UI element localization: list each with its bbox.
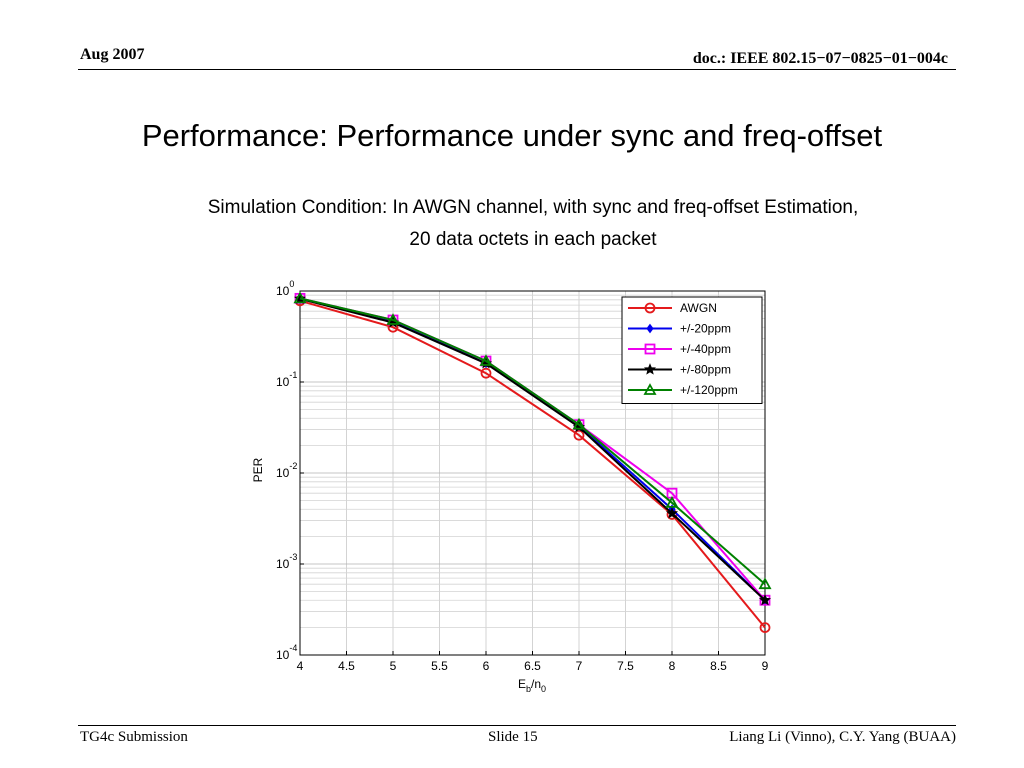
- y-tick-label: 100: [276, 279, 294, 298]
- data-point: [573, 429, 585, 441]
- legend-label: +/-120ppm: [680, 383, 738, 397]
- x-tick-label: 6.5: [524, 659, 541, 673]
- footer-divider: [78, 725, 956, 726]
- footer-authors: Liang Li (Vinno), C.Y. Yang (BUAA): [729, 729, 956, 745]
- slide-title: Performance: Performance under sync and …: [141, 118, 883, 153]
- x-tick-label: 8.5: [710, 659, 727, 673]
- series-4: [293, 291, 772, 590]
- legend-label: +/-20ppm: [680, 322, 731, 336]
- header-doc-id: doc.: IEEE 802.15−07−0825−01−004c: [692, 50, 948, 67]
- legend-item: +/-40ppm: [628, 342, 731, 356]
- legend-item: AWGN: [628, 301, 717, 315]
- series-line: [299, 297, 766, 601]
- legend-marker: [643, 363, 657, 375]
- legend-label: AWGN: [680, 301, 717, 315]
- legend-item: +/-120ppm: [628, 383, 738, 397]
- footer-submission: TG4c Submission: [80, 729, 188, 745]
- chart-legend: AWGN +/-20ppm +/-40ppm +/-80ppm +/-120ppm: [621, 296, 763, 404]
- data-point: [758, 593, 772, 606]
- y-tick-labels: 100 10-1 10-2 10-3 10-4: [276, 279, 304, 662]
- data-point: [665, 507, 679, 519]
- data-point: [758, 577, 772, 590]
- y-tick-label: 10-2: [276, 461, 297, 480]
- legend-marker: [646, 323, 654, 334]
- data-point: [572, 417, 586, 430]
- x-tick-label: 9: [762, 659, 769, 673]
- header-date: Aug 2007: [80, 46, 145, 63]
- x-tick-label: 6: [483, 659, 490, 673]
- y-tick-label: 10-1: [276, 370, 297, 389]
- x-tick-labels: 4 4.5 5 5.5 6 6.5 7 7.5 8 8.5 9: [297, 651, 769, 673]
- x-tick-label: 5: [390, 659, 397, 673]
- legend-marker: [644, 302, 656, 314]
- x-tick-label: 4: [297, 659, 304, 673]
- slide-subtitle-line-2: 20 data octets in each packet: [409, 229, 657, 250]
- series-line: [299, 299, 766, 629]
- legend-marker: [643, 383, 657, 395]
- x-axis-label: Eb/n0: [518, 677, 546, 694]
- legend-label: +/-80ppm: [680, 363, 731, 377]
- series-line: [299, 297, 766, 585]
- x-tick-label: 5.5: [431, 659, 448, 673]
- x-tick-label: 4.5: [338, 659, 355, 673]
- data-point: [480, 367, 492, 379]
- legend-marker: [644, 343, 656, 355]
- data-point: [479, 354, 493, 366]
- series-layer: [293, 291, 772, 634]
- x-tick-label: 8: [669, 659, 676, 673]
- x-tick-label: 7.5: [617, 659, 634, 673]
- y-axis-label: PER: [251, 457, 265, 482]
- footer-slide-number: Slide 15: [488, 729, 538, 745]
- data-point: [293, 292, 307, 304]
- legend-item: +/-80ppm: [628, 363, 731, 377]
- data-point: [386, 313, 400, 325]
- legend-item: +/-20ppm: [628, 322, 731, 336]
- legend-label: +/-40ppm: [680, 342, 731, 356]
- header-divider: [78, 69, 956, 70]
- data-point: [293, 291, 307, 304]
- data-point: [759, 622, 771, 634]
- slide-subtitle-line-1: Simulation Condition: In AWGN channel, w…: [207, 197, 859, 218]
- x-tick-label: 7: [576, 659, 583, 673]
- y-tick-label: 10-3: [276, 552, 297, 571]
- data-point: [665, 495, 679, 508]
- y-tick-label: 10-4: [276, 643, 297, 662]
